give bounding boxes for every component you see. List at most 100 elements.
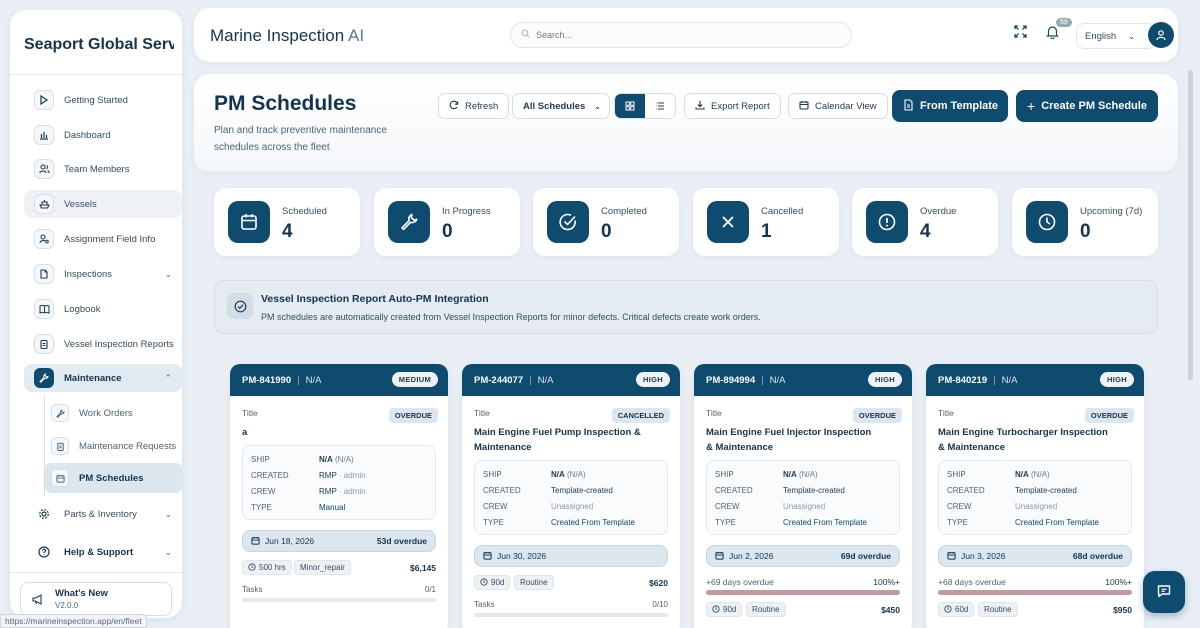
- sidebar-item-work-orders[interactable]: Work Orders: [45, 398, 182, 428]
- crew-label: CREW: [947, 502, 972, 511]
- check-circle-icon: [547, 201, 589, 243]
- stat-value: 4: [282, 221, 293, 242]
- list-icon: [656, 102, 664, 110]
- status-badge: OVERDUE: [388, 408, 438, 423]
- wrench-icon: [51, 404, 69, 422]
- search-box[interactable]: [510, 22, 852, 48]
- view-toggle: [614, 93, 676, 119]
- banner-title: Vessel Inspection Report Auto-PM Integra…: [261, 293, 489, 305]
- sidebar-item-maintenance-requests[interactable]: Maintenance Requests: [45, 431, 182, 461]
- category-chip: Routine: [746, 602, 786, 617]
- refresh-button[interactable]: Refresh: [438, 93, 510, 119]
- pm-card[interactable]: PM-841990 | N/A MEDIUM Title OVERDUE a SHI…: [230, 364, 448, 628]
- page-scrollbar[interactable]: [1188, 70, 1193, 380]
- sidebar-item-team-members[interactable]: Team Members: [24, 155, 182, 183]
- due-date-bar: Jun 30, 2026: [474, 545, 668, 567]
- pm-card[interactable]: PM-840219 | N/A HIGH Title OVERDUE Main En…: [926, 364, 1144, 628]
- stat-card-completed[interactable]: Completed 0: [533, 188, 679, 256]
- tasks-label: Tasks: [242, 585, 263, 594]
- stat-label: In Progress: [442, 206, 491, 217]
- tasks-progress-bar: [242, 598, 436, 602]
- schedule-filter-select[interactable]: All Schedules ⌄: [512, 93, 610, 119]
- grid-view-button[interactable]: [615, 94, 645, 118]
- sidebar-item-inspections[interactable]: Inspections ⌄: [24, 260, 182, 288]
- stat-card-overdue[interactable]: Overdue 4: [852, 188, 998, 256]
- interval-chip: 90d: [706, 602, 743, 617]
- sidebar-item-maintenance[interactable]: Maintenance ⌃: [24, 364, 182, 392]
- clipboard-icon: [51, 437, 69, 455]
- chevron-down-icon[interactable]: ⌄: [164, 546, 172, 557]
- status-badge: OVERDUE: [1084, 408, 1134, 423]
- sidebar-item-getting-started[interactable]: Getting Started: [24, 86, 182, 114]
- ship-icon: [34, 194, 54, 214]
- overdue-progress-bar: [706, 590, 900, 595]
- export-report-button[interactable]: Export Report: [684, 93, 781, 119]
- created-value: RMP · admin: [319, 471, 366, 480]
- type-label: TYPE: [483, 518, 504, 527]
- filter-label: All Schedules: [523, 100, 586, 112]
- sidebar-item-dashboard[interactable]: Dashboard: [24, 121, 182, 149]
- list-view-button[interactable]: [645, 94, 675, 118]
- from-template-button[interactable]: From Template: [892, 90, 1008, 122]
- stat-card-upcoming[interactable]: Upcoming (7d) 0: [1012, 188, 1158, 256]
- tasks-count: 0/10: [652, 600, 668, 609]
- priority-badge: HIGH: [1100, 372, 1134, 387]
- help-icon: [34, 542, 54, 562]
- tasks-label: Tasks: [474, 600, 495, 609]
- pm-details: SHIP N/A (N/A) CREATED Template-created CR…: [706, 460, 900, 535]
- sidebar-item-assignment-field-info[interactable]: Assignment Field Info: [24, 225, 182, 253]
- stat-card-cancelled[interactable]: Cancelled 1: [693, 188, 839, 256]
- sidebar-item-vessel-inspection-reports[interactable]: Vessel Inspection Reports: [24, 330, 182, 358]
- calendar-icon: [51, 469, 69, 487]
- sidebar-item-pm-schedules[interactable]: PM Schedules: [45, 463, 182, 493]
- pm-card[interactable]: PM-244077 | N/A HIGH Title CANCELLED Main …: [462, 364, 680, 628]
- calendar-icon: [251, 536, 260, 547]
- pm-card[interactable]: PM-894994 | N/A HIGH Title OVERDUE Main En…: [694, 364, 912, 628]
- title-label: Title: [474, 408, 490, 418]
- language-select[interactable]: English ⌄: [1076, 23, 1156, 49]
- stat-label: Overdue: [920, 206, 957, 217]
- whats-new-button[interactable]: What's New V2.0.0: [20, 582, 172, 616]
- overdue-days: 69d overdue: [840, 551, 891, 561]
- clock-icon: [248, 562, 256, 573]
- clipboard-icon: [34, 334, 54, 354]
- chevron-down-icon[interactable]: ⌄: [164, 268, 172, 279]
- overdue-text: +68 days overdue: [938, 577, 1006, 587]
- chevron-down-icon[interactable]: ⌄: [164, 508, 172, 519]
- overdue-percent: 100%+: [1105, 577, 1132, 587]
- user-avatar[interactable]: [1148, 22, 1174, 48]
- sidebar-item-help-support[interactable]: Help & Support ⌄: [24, 538, 182, 566]
- bell-icon[interactable]: [1046, 25, 1059, 42]
- sidebar-item-parts-inventory[interactable]: Parts & Inventory ⌄: [24, 500, 182, 528]
- app-title: Marine Inspection AI: [210, 26, 365, 45]
- gear-icon: [34, 504, 54, 524]
- pm-details: SHIP N/A (N/A) CREATED RMP · admin CREW RMP…: [242, 445, 436, 520]
- chat-button[interactable]: [1143, 571, 1185, 613]
- sidebar-item-logbook[interactable]: Logbook: [24, 295, 182, 323]
- pm-details: SHIP N/A (N/A) CREATED Template-created CR…: [474, 460, 668, 535]
- tasks-count: 0/1: [424, 585, 436, 594]
- chevron-down-icon: ⌄: [1128, 31, 1135, 41]
- search-input[interactable]: [536, 30, 836, 40]
- pm-title: Main Engine Fuel Pump Inspection & Maint…: [474, 427, 641, 453]
- clock-icon: [712, 604, 720, 615]
- priority-badge: HIGH: [636, 372, 670, 387]
- status-badge: CANCELLED: [611, 408, 670, 423]
- crew-value: Unassigned: [1015, 502, 1058, 511]
- fullscreen-icon[interactable]: [1014, 25, 1027, 41]
- stat-card-in-progress[interactable]: In Progress 0: [374, 188, 520, 256]
- pm-vessel: N/A: [769, 374, 786, 386]
- stat-card-scheduled[interactable]: Scheduled 4: [214, 188, 360, 256]
- calendar-icon: [947, 551, 956, 562]
- pm-title: Main Engine Turbocharger Inspection & Ma…: [938, 427, 1108, 453]
- create-pm-schedule-button[interactable]: + Create PM Schedule: [1016, 90, 1158, 122]
- category-chip: Minor_repair: [294, 560, 351, 575]
- crew-value: Unassigned: [551, 502, 594, 511]
- sidebar-item-vessels[interactable]: Vessels: [24, 190, 182, 218]
- divider: [10, 572, 182, 573]
- created-value: Template-created: [551, 486, 613, 495]
- calendar-view-button[interactable]: Calendar View: [788, 93, 888, 119]
- chevron-up-icon[interactable]: ⌃: [164, 372, 172, 383]
- pm-details: SHIP N/A (N/A) CREATED Template-created CR…: [938, 460, 1132, 535]
- plus-icon: +: [1027, 98, 1036, 114]
